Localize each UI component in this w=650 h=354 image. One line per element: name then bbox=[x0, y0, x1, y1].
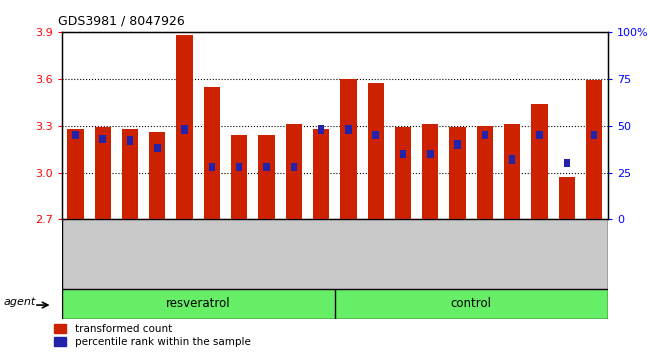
Bar bbox=[395, 127, 411, 219]
Bar bbox=[203, 87, 220, 219]
Bar bbox=[504, 124, 521, 219]
Bar bbox=[454, 140, 461, 149]
Bar bbox=[67, 129, 84, 219]
Bar bbox=[564, 159, 570, 167]
Bar bbox=[367, 84, 384, 219]
Bar bbox=[154, 144, 161, 153]
Bar bbox=[291, 163, 297, 171]
Bar bbox=[313, 129, 330, 219]
Bar bbox=[558, 177, 575, 219]
Bar bbox=[476, 126, 493, 219]
Bar bbox=[372, 131, 379, 139]
Bar bbox=[209, 163, 215, 171]
Bar bbox=[586, 80, 603, 219]
Bar bbox=[318, 125, 324, 134]
Bar bbox=[427, 150, 434, 158]
Bar bbox=[422, 124, 439, 219]
Bar bbox=[263, 163, 270, 171]
Bar bbox=[99, 135, 106, 143]
Bar bbox=[482, 131, 488, 139]
Bar bbox=[285, 124, 302, 219]
Bar bbox=[72, 131, 79, 139]
Text: GDS3981 / 8047926: GDS3981 / 8047926 bbox=[58, 14, 185, 27]
Bar bbox=[591, 131, 597, 139]
Bar bbox=[400, 150, 406, 158]
Bar bbox=[509, 155, 515, 164]
Bar bbox=[531, 104, 548, 219]
Bar bbox=[335, 289, 608, 319]
Bar bbox=[536, 131, 543, 139]
Bar bbox=[176, 35, 193, 219]
Bar bbox=[340, 79, 357, 219]
Bar bbox=[149, 132, 166, 219]
Bar bbox=[127, 136, 133, 145]
Text: resveratrol: resveratrol bbox=[166, 297, 231, 310]
Bar bbox=[231, 135, 248, 219]
Bar bbox=[449, 127, 466, 219]
Bar bbox=[62, 289, 335, 319]
Bar bbox=[258, 135, 275, 219]
Text: control: control bbox=[450, 297, 492, 310]
Bar bbox=[345, 125, 352, 134]
Bar bbox=[122, 129, 138, 219]
Bar bbox=[94, 127, 111, 219]
Legend: transformed count, percentile rank within the sample: transformed count, percentile rank withi… bbox=[54, 324, 251, 347]
Bar bbox=[181, 125, 188, 134]
Bar bbox=[236, 163, 242, 171]
Text: agent: agent bbox=[3, 297, 35, 307]
